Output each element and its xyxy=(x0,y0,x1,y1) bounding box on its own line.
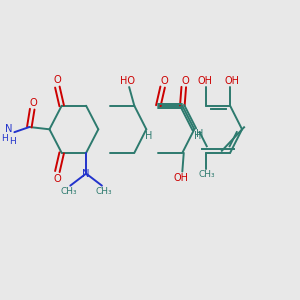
Text: OH: OH xyxy=(224,76,239,86)
Text: H: H xyxy=(1,134,8,143)
Text: H: H xyxy=(194,130,202,141)
Text: CH₃: CH₃ xyxy=(95,187,112,196)
Text: O: O xyxy=(53,174,61,184)
Text: HO: HO xyxy=(120,76,135,86)
Text: O: O xyxy=(30,98,38,108)
Text: N: N xyxy=(82,169,90,178)
Text: H: H xyxy=(196,129,204,139)
Text: CH₃: CH₃ xyxy=(61,187,77,196)
Text: N: N xyxy=(5,124,13,134)
Text: CH₃: CH₃ xyxy=(199,170,215,179)
Text: O: O xyxy=(53,75,61,85)
Text: H: H xyxy=(9,137,16,146)
Text: O: O xyxy=(181,76,189,86)
Text: OH: OH xyxy=(197,76,212,86)
Text: H: H xyxy=(145,131,152,142)
Text: O: O xyxy=(160,76,168,86)
Text: OH: OH xyxy=(173,173,188,183)
